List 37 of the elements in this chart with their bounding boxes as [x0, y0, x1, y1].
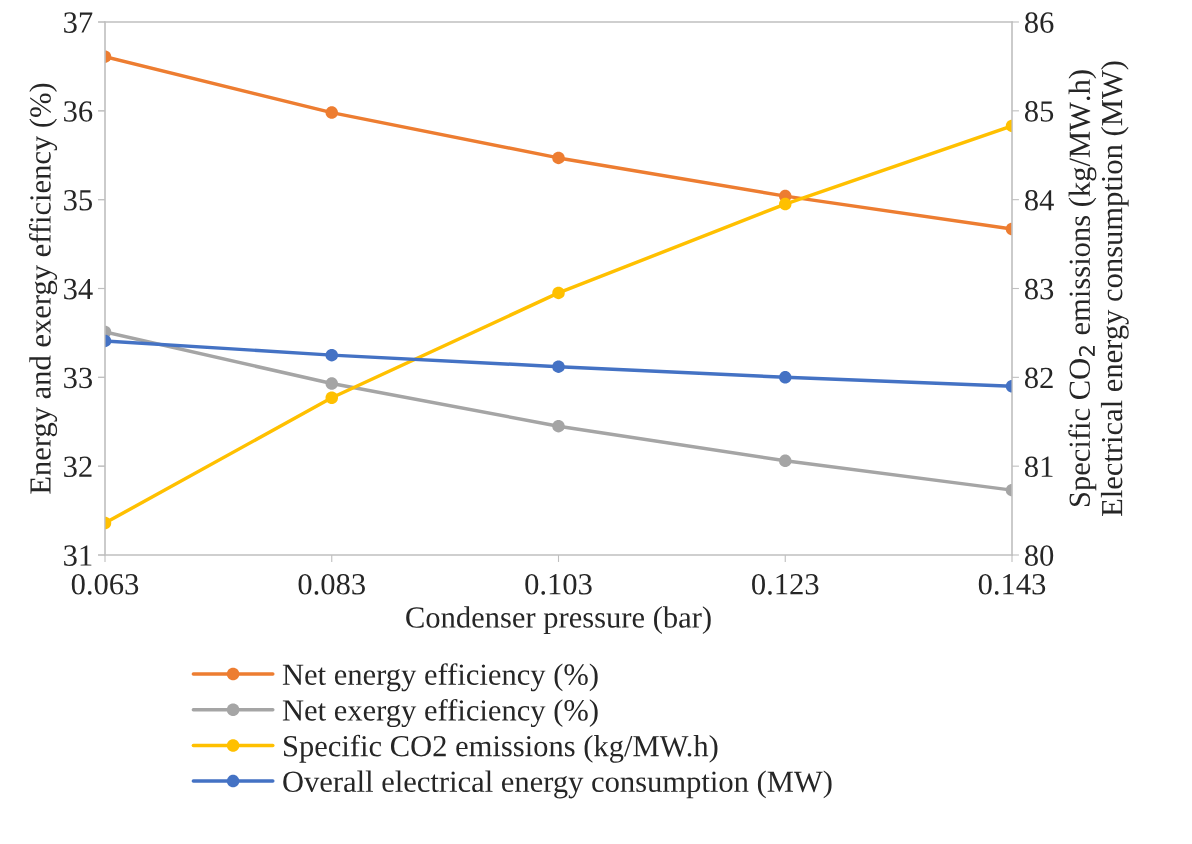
legend-label: Net energy efficiency (%)	[282, 663, 598, 692]
y2-tick-label: 83	[1024, 278, 1054, 300]
y2-tick-label: 85	[1024, 101, 1054, 122]
y-tick-label: 35	[64, 190, 92, 211]
x-axis-title: Condenser pressure (bar)	[406, 606, 711, 635]
y-tick-label: 37	[64, 12, 93, 33]
x-tick-label: 0.143	[978, 573, 1046, 595]
y2-tick-label: 86	[1024, 12, 1054, 33]
point	[779, 454, 792, 468]
x-tick-label: 0.083	[298, 573, 365, 595]
y2-axis-title: Specific CO$_{2}$ emissions (kg/MW.h) Electrical energy consumption (MW)	[1068, 61, 1129, 517]
y-tick-label: 31	[64, 545, 92, 566]
point	[325, 391, 338, 405]
y2-tick-label: 84	[1024, 189, 1054, 211]
y2-tick-label: 81	[1024, 456, 1053, 478]
legend-label: Specific CO2 emissions (kg/MW.h)	[284, 734, 718, 763]
point	[552, 286, 565, 300]
y-axis-title: Energy and exergy efficiency (%)	[28, 83, 58, 494]
point	[325, 106, 338, 119]
y-tick-label: 34	[64, 278, 93, 300]
x-tick-label: 0.103	[525, 573, 592, 595]
legend-label: Net exergy efficiency (%)	[282, 698, 598, 728]
point	[552, 360, 565, 373]
y-tick-label: 32	[64, 456, 92, 478]
point	[552, 419, 565, 433]
point	[552, 151, 565, 165]
x-tick-label: 0.123	[752, 573, 819, 595]
point	[779, 371, 792, 384]
y2-tick-label: 80	[1024, 545, 1054, 566]
point	[325, 348, 338, 362]
legend-label: Overall electrical energy consumption (MW)	[283, 770, 832, 799]
point	[325, 377, 338, 390]
point	[779, 197, 792, 211]
y-tick-label: 33	[64, 367, 92, 389]
x-tick-label: 0.063	[71, 573, 139, 595]
y-tick-label: 36	[64, 101, 93, 122]
y2-tick-label: 82	[1024, 367, 1053, 389]
